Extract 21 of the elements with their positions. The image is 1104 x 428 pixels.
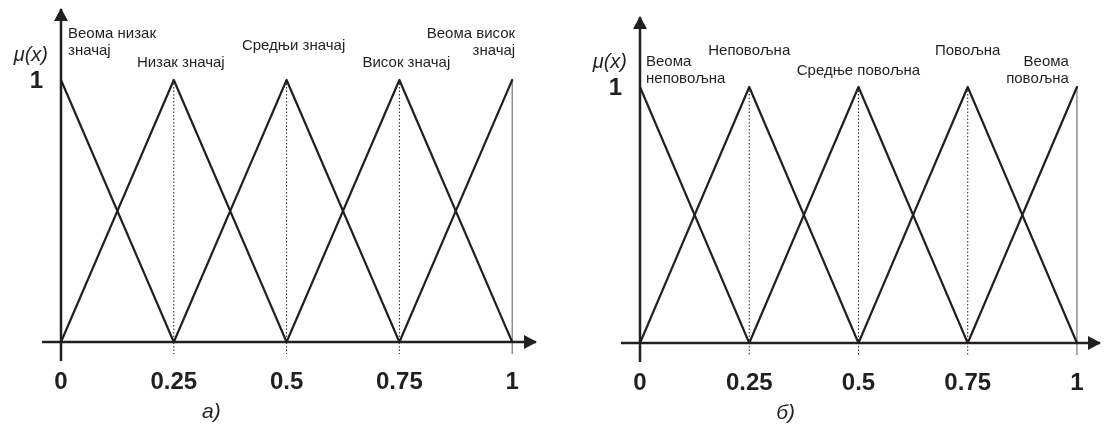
x-tick-label: 0	[54, 367, 68, 394]
text: б)	[776, 400, 796, 423]
x-tick-label: 0.25	[150, 367, 198, 394]
x-tick-label: 0	[633, 368, 647, 395]
text: Средњи значај	[241, 36, 346, 53]
y-axis-title: μ(x)	[591, 50, 627, 72]
series-label: Висок значај	[362, 53, 451, 70]
text: Повољна	[934, 41, 1002, 58]
x-tick-label: 1	[1070, 368, 1084, 395]
annotation: 1	[608, 73, 622, 101]
x-tick-label: 0.5	[841, 368, 876, 395]
x-tick-label: 1	[505, 367, 519, 394]
series-label: Веома повољна	[1006, 52, 1070, 86]
y-axis-title: μ(x)	[12, 43, 48, 65]
x-tick-label: 0.5	[269, 367, 304, 394]
x-tick-label: 0.25	[725, 368, 773, 395]
x-tick-label: 0.75	[944, 368, 992, 395]
series-label: Средње повољна	[796, 61, 921, 78]
x-tick-label: 0.75	[376, 367, 423, 394]
annotation: 1	[29, 66, 43, 94]
text: а)	[202, 399, 221, 422]
